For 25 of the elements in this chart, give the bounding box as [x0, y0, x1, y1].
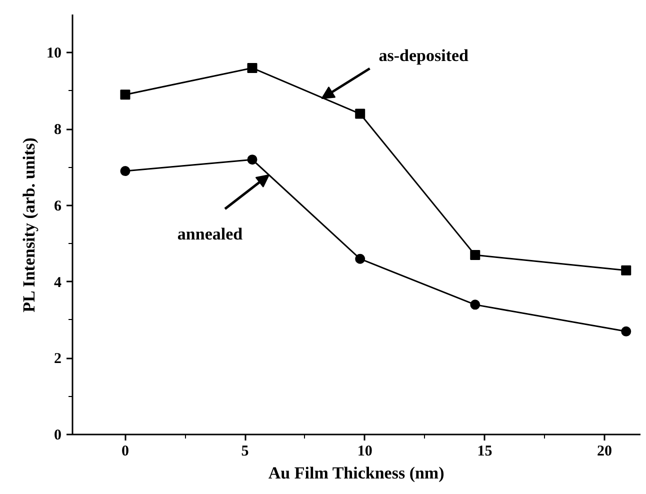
- annotation: as-deposited: [378, 46, 470, 65]
- point: [120, 166, 130, 176]
- y-tick-label: 2: [54, 351, 62, 368]
- y-tick-label: 8: [54, 122, 62, 138]
- annotation: annealed: [177, 224, 244, 244]
- point: [120, 90, 130, 100]
- y-tick-label: 6: [54, 198, 62, 214]
- y-tick-label: 10: [46, 46, 62, 62]
- point: [621, 265, 632, 276]
- y-tick-label: 0: [54, 428, 62, 444]
- x-tick-label: 0: [121, 444, 129, 460]
- point: [355, 254, 366, 264]
- point: [247, 62, 258, 73]
- point: [247, 154, 258, 165]
- point: [470, 250, 480, 260]
- x-tick-label: 10: [357, 444, 372, 460]
- point: [470, 300, 480, 310]
- x-axis-title: Au Film Thickness (nm): [268, 464, 444, 482]
- x-tick-label: 5: [241, 444, 249, 460]
- x-tick-label: 15: [477, 444, 492, 460]
- x-tick-label: 20: [597, 444, 612, 460]
- point: [621, 326, 632, 336]
- point: [355, 108, 366, 119]
- y-axis-title: PL Intensity (arb. units): [20, 138, 38, 312]
- y-tick-label: 4: [54, 274, 62, 291]
